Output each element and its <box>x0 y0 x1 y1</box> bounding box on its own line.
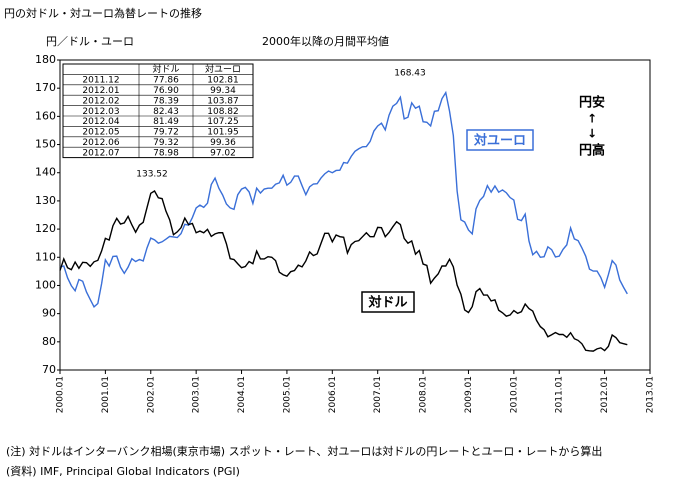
y-tick-label: 130 <box>35 194 56 207</box>
x-tick-label: 2013.01 <box>646 376 656 413</box>
series-line <box>59 90 628 308</box>
y-tick-label: 100 <box>35 278 56 291</box>
y-tick-label: 160 <box>35 109 56 122</box>
table-cell: 82.43 <box>153 107 179 117</box>
x-tick-label: 2003.01 <box>192 376 202 413</box>
annotation: ↑ <box>587 112 597 126</box>
y-tick-label: 90 <box>42 307 56 320</box>
annotation: ↓ <box>587 127 597 141</box>
table-cell: 102.81 <box>207 76 239 86</box>
annotation: 円安 <box>579 95 605 111</box>
table-cell: 108.82 <box>207 107 239 117</box>
x-tick-label: 2007.01 <box>373 376 383 413</box>
x-tick-label: 2011.01 <box>555 376 565 413</box>
x-tick-label: 2008.01 <box>419 376 429 413</box>
inset-table: 対ドル 対ユーロ 2011.12 77.86 102.81 2012.01 76.90 99.… <box>62 63 254 159</box>
x-tick-label: 2000.01 <box>56 376 66 413</box>
y-tick-label: 120 <box>35 222 56 235</box>
table-cell: 97.02 <box>210 148 236 158</box>
table-cell: 77.86 <box>153 76 179 86</box>
y-tick-label: 80 <box>42 335 56 348</box>
x-tick-label: 2012.01 <box>600 376 610 413</box>
chart-title: 円の対ドル・対ユーロ為替レートの推移 <box>4 6 202 20</box>
x-tick-label: 2004.01 <box>237 376 247 413</box>
legend-label: 対ユーロ <box>473 133 526 149</box>
annotation: 133.52 <box>136 170 168 180</box>
table-cell: 79.32 <box>153 138 179 148</box>
table-cell: 81.49 <box>153 117 179 127</box>
x-tick-label: 2005.01 <box>282 376 292 413</box>
table-cell: 79.72 <box>153 128 179 138</box>
y-axis-label: 円／ドル・ユーロ <box>46 35 134 48</box>
table-cell: 76.90 <box>153 86 179 96</box>
series-line <box>59 190 628 352</box>
table-header: 対ユーロ <box>205 63 241 75</box>
table-cell: 107.25 <box>207 117 239 127</box>
y-tick-label: 110 <box>35 250 56 263</box>
y-tick-label: 70 <box>42 363 56 376</box>
table-cell: 101.95 <box>207 128 239 138</box>
table-cell: 103.87 <box>207 96 239 106</box>
table-cell: 2012.02 <box>82 96 119 106</box>
x-tick-label: 2006.01 <box>328 376 338 413</box>
plot-frame <box>59 59 651 371</box>
table-frame <box>62 63 254 159</box>
table-cell: 78.98 <box>153 148 179 158</box>
table-cell: 2012.03 <box>82 107 119 117</box>
annotation: 168.43 <box>394 69 426 79</box>
table-cell: 2012.04 <box>82 117 119 127</box>
y-tick-label: 180 <box>35 53 56 66</box>
subtitle: 2000年以降の月間平均値 <box>262 34 389 48</box>
table-cell: 2012.07 <box>82 148 119 158</box>
x-tick-label: 2001.01 <box>101 376 111 413</box>
legend-box <box>361 291 415 313</box>
table-cell: 99.34 <box>210 86 236 96</box>
y-tick-label: 140 <box>35 166 56 179</box>
table-cell: 2011.12 <box>82 76 119 86</box>
y-tick-label: 150 <box>35 138 56 151</box>
note: (注) 対ドルはインターバンク相場(東京市場) スポット・レート、対ユーロは対ド… <box>6 444 602 458</box>
table-cell: 2012.06 <box>82 138 119 148</box>
legend-label: 対ドル <box>367 295 407 311</box>
note: (資料) IMF, Principal Global Indicators (P… <box>6 464 240 478</box>
table-cell: 78.39 <box>153 96 179 106</box>
annotation: 円高 <box>579 143 605 159</box>
table-cell: 99.36 <box>210 138 236 148</box>
x-tick-label: 2002.01 <box>146 376 156 413</box>
x-tick-label: 2010.01 <box>509 376 519 413</box>
table-cell: 2012.01 <box>82 86 119 96</box>
y-tick-label: 170 <box>35 81 56 94</box>
table-header: 対ドル <box>152 63 179 75</box>
x-tick-label: 2009.01 <box>464 376 474 413</box>
legend-box <box>466 129 534 151</box>
table-cell: 2012.05 <box>82 128 119 138</box>
